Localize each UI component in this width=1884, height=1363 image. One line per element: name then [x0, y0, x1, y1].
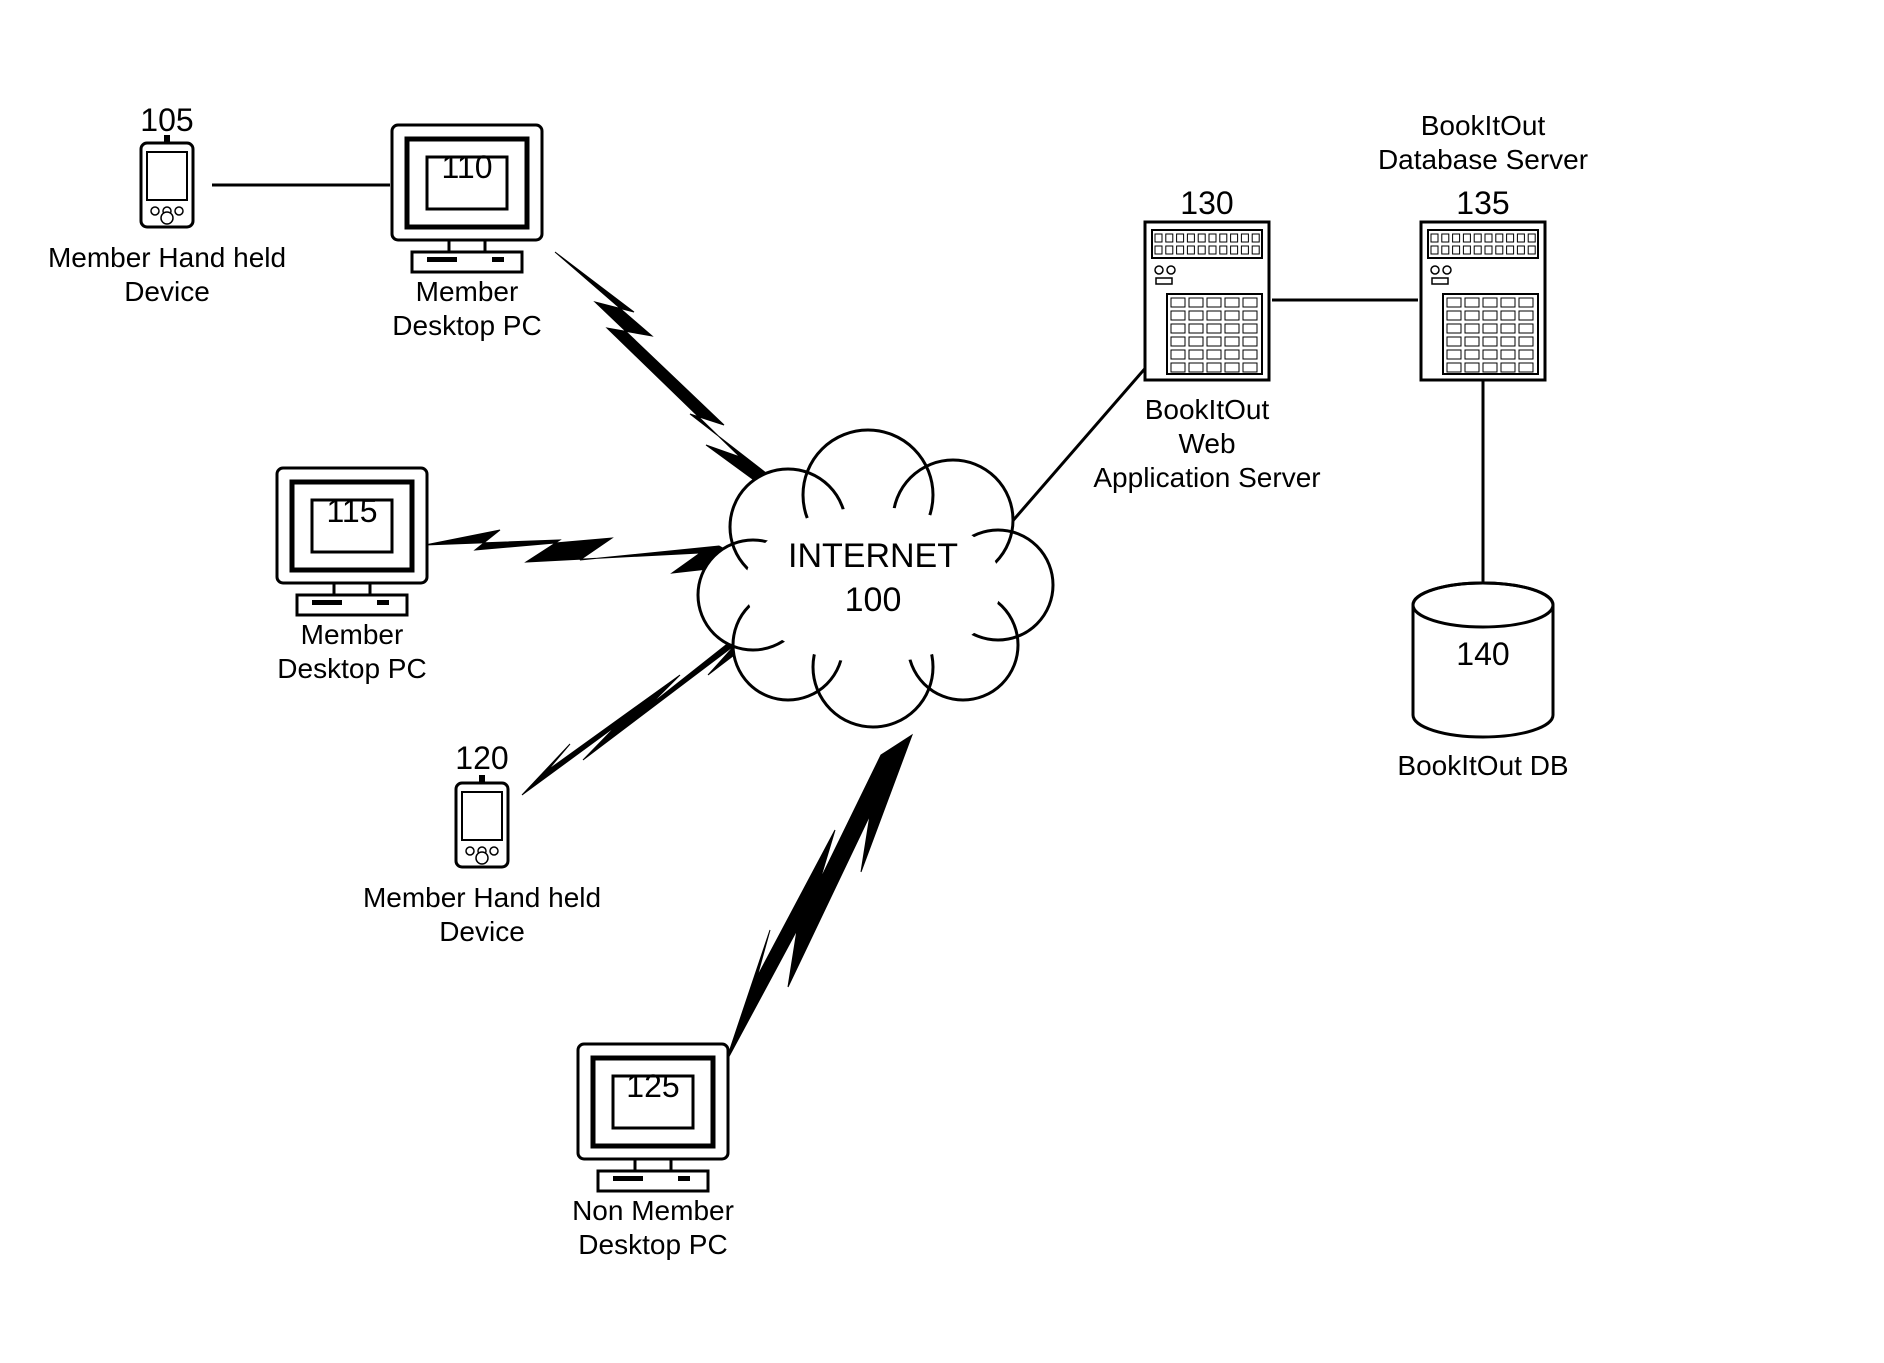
handheld_105-label: Member Hand held: [48, 242, 286, 273]
handheld_120-icon: [456, 775, 508, 867]
handheld_120-number: 120: [455, 740, 508, 776]
server_130-label: Web: [1178, 428, 1235, 459]
pc_125-number: 125: [626, 1068, 679, 1104]
db_140-number: 140: [1456, 636, 1509, 672]
server_130-label: Application Server: [1093, 462, 1320, 493]
connection-line: [1010, 365, 1148, 524]
pc_125-label: Desktop PC: [578, 1229, 727, 1260]
pc_115-number: 115: [326, 493, 377, 529]
pc_110-label: Member: [416, 276, 519, 307]
server_130-number: 130: [1180, 185, 1233, 221]
lightning-bolt-icon: [725, 735, 912, 1064]
handheld_105-label: Device: [124, 276, 210, 307]
lightning-bolt-icon: [555, 252, 795, 510]
handheld_120-label: Device: [439, 916, 525, 947]
handheld_120-label: Member Hand held: [363, 882, 601, 913]
server_135-icon: [1421, 222, 1545, 380]
network-diagram: 105Member Hand heldDevice110MemberDeskto…: [0, 0, 1884, 1363]
server_135-label: BookItOut: [1421, 110, 1546, 141]
handheld_105-number: 105: [140, 102, 193, 138]
server_130-label: BookItOut: [1145, 394, 1270, 425]
pc_115-icon: [277, 468, 427, 615]
db_140-label: BookItOut DB: [1397, 750, 1568, 781]
server_130-icon: [1145, 222, 1269, 380]
pc_115-label: Member: [301, 619, 404, 650]
cloud-label: INTERNET: [788, 537, 958, 575]
pc_110-icon: [392, 125, 542, 272]
pc_125-icon: [578, 1044, 728, 1191]
cloud-label: 100: [845, 581, 902, 619]
pc_110-label: Desktop PC: [392, 310, 541, 341]
pc_110-number: 110: [441, 149, 492, 185]
server_135-number: 135: [1456, 185, 1509, 221]
handheld_105-icon: [141, 135, 193, 227]
lightning-bolt-icon: [425, 530, 752, 573]
server_135-label: Database Server: [1378, 144, 1588, 175]
pc_115-label: Desktop PC: [277, 653, 426, 684]
pc_125-label: Non Member: [572, 1195, 734, 1226]
